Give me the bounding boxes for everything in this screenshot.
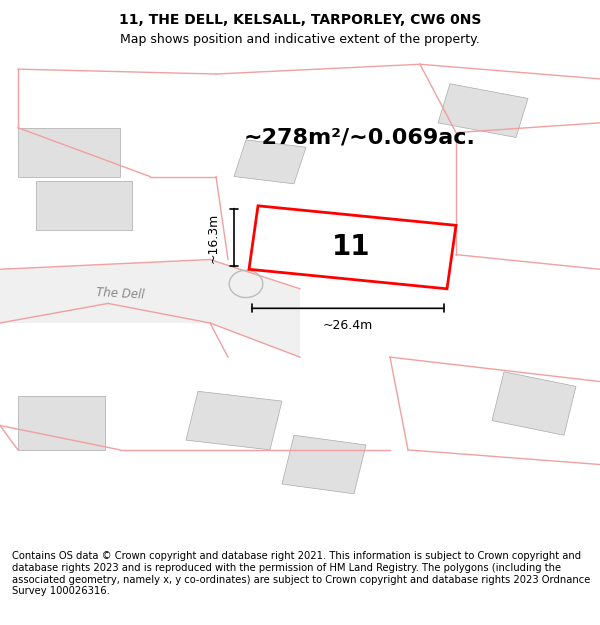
Polygon shape bbox=[0, 259, 300, 357]
Polygon shape bbox=[438, 84, 528, 138]
Text: ~26.4m: ~26.4m bbox=[323, 319, 373, 332]
Text: Map shows position and indicative extent of the property.: Map shows position and indicative extent… bbox=[120, 33, 480, 46]
Text: ~16.3m: ~16.3m bbox=[206, 213, 220, 262]
Text: The Dell: The Dell bbox=[95, 286, 145, 301]
Polygon shape bbox=[249, 206, 456, 289]
Text: 11, THE DELL, KELSALL, TARPORLEY, CW6 0NS: 11, THE DELL, KELSALL, TARPORLEY, CW6 0N… bbox=[119, 13, 481, 27]
Polygon shape bbox=[36, 181, 132, 230]
Polygon shape bbox=[282, 435, 366, 494]
Polygon shape bbox=[186, 391, 282, 450]
Text: Contains OS data © Crown copyright and database right 2021. This information is : Contains OS data © Crown copyright and d… bbox=[12, 551, 590, 596]
Polygon shape bbox=[234, 140, 306, 184]
Polygon shape bbox=[18, 396, 105, 450]
Text: 11: 11 bbox=[332, 233, 370, 261]
Polygon shape bbox=[18, 127, 120, 176]
Text: ~278m²/~0.069ac.: ~278m²/~0.069ac. bbox=[244, 127, 476, 148]
Polygon shape bbox=[492, 372, 576, 435]
Polygon shape bbox=[258, 211, 342, 250]
